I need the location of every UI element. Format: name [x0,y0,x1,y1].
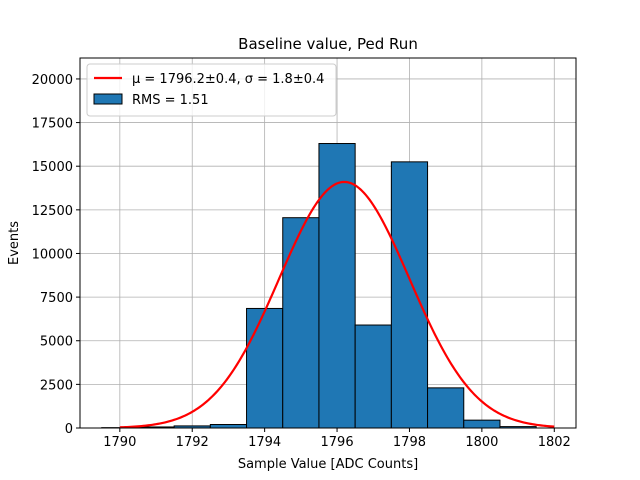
fit-curve [119,180,555,429]
y-tick-label: 7500 [40,291,73,306]
x-tick-label: 1798 [393,435,426,450]
y-tick-label: 20000 [32,73,73,88]
histogram-bar [318,143,356,429]
chart-title: Baseline value, Ped Run [238,35,418,53]
histogram-bar [282,217,320,429]
legend-box [86,63,337,117]
x-tick-label: 1792 [176,435,209,450]
histogram-bar [209,424,248,429]
x-tick-label: 1794 [248,435,281,450]
legend-histogram-label: RMS = 1.51 [132,93,209,108]
y-axis-ticks: 0 2500 5000 7500 10000 12500 15000 17500 20000 [32,73,80,437]
legend: μ = 1796.2±0.4, σ = 1.8±0.4 RMS = 1.51 [86,63,337,117]
plot-frame [79,57,577,429]
x-tick-label: 1796 [321,435,354,450]
histogram-bar [463,419,501,429]
x-tick-label: 1800 [465,435,498,450]
x-axis-ticks: 1790 1792 1794 1796 1798 1800 1802 [103,428,571,450]
legend-fit-label: μ = 1796.2±0.4, σ = 1.8±0.4 [132,72,324,87]
histogram-bar [354,324,392,429]
histogram-bars [101,143,537,429]
histogram-bar [427,387,465,429]
y-tick-label: 12500 [32,204,73,219]
y-tick-label: 10000 [32,247,73,262]
y-tick-label: 5000 [40,335,73,350]
histogram-bar [246,307,284,429]
y-tick-label: 2500 [40,378,73,393]
x-axis-label: Sample Value [ADC Counts] [238,457,418,472]
y-tick-label: 0 [65,422,73,437]
histogram-bar [390,161,429,429]
y-tick-label: 17500 [32,117,73,132]
legend-histogram-swatch [93,93,123,105]
y-tick-label: 15000 [32,160,73,175]
x-tick-label: 1790 [103,435,136,450]
y-axis-label: Events [7,221,22,265]
x-tick-label: 1802 [538,435,571,450]
